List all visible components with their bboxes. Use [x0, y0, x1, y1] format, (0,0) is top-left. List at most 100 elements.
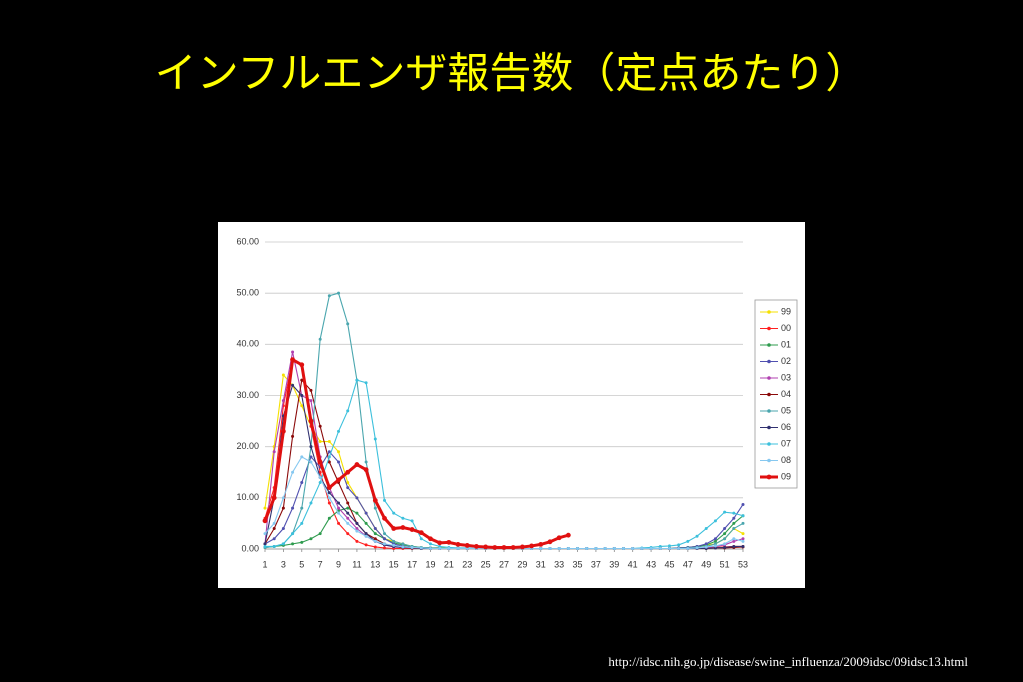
- data-point: [723, 545, 727, 549]
- legend-marker: [767, 343, 771, 347]
- data-point: [291, 542, 295, 546]
- data-point: [603, 546, 607, 550]
- data-point: [272, 544, 276, 548]
- data-point: [556, 535, 562, 541]
- y-tick-label: 60.00: [236, 236, 259, 246]
- legend-label: 08: [781, 455, 791, 465]
- data-point: [309, 460, 313, 464]
- x-tick-label: 13: [370, 559, 380, 569]
- data-point: [704, 545, 708, 549]
- data-point: [318, 532, 322, 536]
- x-tick-label: 15: [389, 559, 399, 569]
- data-point: [346, 409, 350, 413]
- data-point: [704, 542, 708, 546]
- x-tick-label: 17: [407, 559, 417, 569]
- x-tick-label: 39: [609, 559, 619, 569]
- data-point: [355, 527, 359, 531]
- data-point: [713, 519, 717, 523]
- x-tick-label: 31: [536, 559, 546, 569]
- data-point: [281, 373, 285, 377]
- data-point: [281, 527, 285, 531]
- data-point: [281, 506, 285, 510]
- data-point: [300, 394, 304, 397]
- data-point: [649, 546, 653, 550]
- data-point: [667, 546, 671, 550]
- data-point: [392, 539, 396, 543]
- data-point: [741, 537, 745, 541]
- data-point: [741, 532, 745, 536]
- data-point: [355, 511, 359, 515]
- data-point: [300, 404, 304, 408]
- data-point: [428, 536, 433, 542]
- data-point: [300, 506, 304, 510]
- legend-label: 01: [781, 339, 791, 349]
- data-point: [318, 424, 322, 428]
- data-point: [262, 518, 268, 524]
- data-point: [318, 337, 322, 341]
- data-point: [391, 526, 397, 531]
- data-point: [364, 511, 368, 515]
- data-point: [741, 514, 745, 518]
- data-point: [401, 516, 405, 520]
- data-point: [263, 544, 267, 548]
- data-point: [373, 527, 377, 531]
- data-point: [392, 543, 396, 547]
- legend-label: 05: [781, 405, 791, 415]
- x-tick-label: 43: [646, 559, 656, 569]
- data-point: [686, 539, 690, 543]
- data-point: [383, 532, 386, 536]
- data-point: [327, 450, 331, 454]
- data-point: [704, 527, 708, 531]
- data-point: [732, 516, 736, 520]
- data-point: [300, 540, 304, 544]
- data-point: [291, 470, 295, 474]
- data-point: [291, 506, 295, 510]
- data-point: [741, 502, 745, 506]
- legend-marker: [767, 409, 771, 413]
- data-point: [383, 537, 386, 541]
- data-point: [300, 455, 304, 459]
- x-tick-label: 33: [554, 559, 564, 569]
- data-point: [336, 477, 341, 483]
- data-point: [327, 460, 331, 464]
- data-point: [732, 537, 736, 541]
- data-point: [529, 543, 534, 549]
- data-point: [667, 544, 671, 548]
- data-point: [363, 467, 369, 473]
- data-point: [291, 532, 295, 536]
- data-point: [300, 480, 304, 484]
- x-tick-label: 23: [462, 559, 472, 569]
- data-point: [337, 501, 341, 505]
- data-point: [280, 428, 286, 434]
- legend-marker: [767, 376, 771, 380]
- data-point: [263, 532, 267, 536]
- x-tick-label: 9: [336, 559, 341, 569]
- y-tick-label: 30.00: [236, 390, 259, 400]
- data-point: [271, 495, 277, 501]
- data-point: [327, 491, 331, 495]
- x-tick-label: 19: [425, 559, 435, 569]
- data-point: [309, 455, 313, 459]
- data-point: [318, 440, 322, 444]
- slide-title: インフルエンザ報告数（定点あたり）: [155, 49, 868, 98]
- x-tick-label: 21: [444, 559, 454, 569]
- data-point: [355, 496, 359, 500]
- data-point: [291, 383, 295, 387]
- data-point: [364, 532, 368, 536]
- data-point: [318, 475, 322, 479]
- data-point: [557, 546, 561, 550]
- y-tick-label: 40.00: [236, 339, 259, 349]
- data-point: [732, 539, 736, 543]
- data-point: [364, 534, 368, 538]
- data-point: [355, 378, 359, 382]
- data-point: [419, 537, 423, 541]
- data-point: [622, 546, 625, 550]
- x-tick-label: 7: [318, 559, 323, 569]
- data-point: [299, 362, 305, 368]
- data-point: [346, 511, 350, 515]
- data-point: [510, 545, 516, 550]
- data-point: [732, 521, 736, 525]
- x-tick-label: 41: [628, 559, 638, 569]
- y-tick-label: 0.00: [241, 543, 259, 553]
- data-point: [346, 516, 350, 520]
